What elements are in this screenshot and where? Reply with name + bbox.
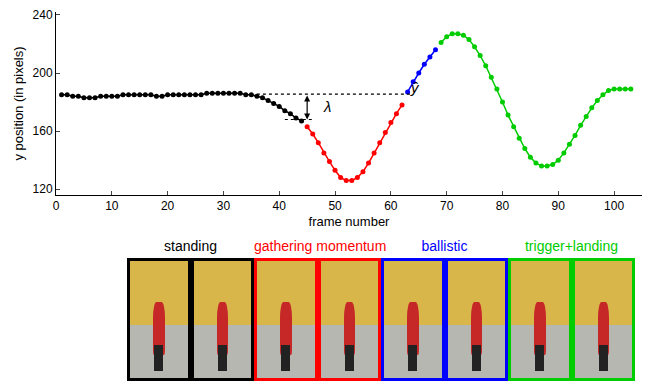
svg-text:frame number: frame number [309, 214, 391, 229]
svg-text:70: 70 [440, 199, 454, 213]
html-text:gathering momentum: gathering momentum [254, 238, 387, 254]
svg-text:200: 200 [33, 66, 53, 80]
svg-text:30: 30 [217, 199, 231, 213]
svg-text:160: 160 [33, 124, 53, 138]
svg-text:50: 50 [328, 199, 342, 213]
svg-text:y position (in pixels): y position (in pixels) [11, 46, 26, 160]
svg-text:240: 240 [33, 8, 53, 22]
svg-text:λ: λ [323, 98, 331, 115]
html-text:trigger+landing: trigger+landing [525, 238, 618, 254]
svg-text:0: 0 [53, 199, 60, 213]
html-text:ballistic: ballistic [421, 238, 468, 254]
svg-text:10: 10 [105, 199, 119, 213]
svg-text:60: 60 [384, 199, 398, 213]
svg-text:80: 80 [496, 199, 510, 213]
svg-text:20: 20 [161, 199, 175, 213]
svg-text:40: 40 [273, 199, 287, 213]
html-text:standing: standing [164, 238, 217, 254]
svg-text:120: 120 [33, 182, 53, 196]
svg-text:ŷ: ŷ [410, 79, 420, 96]
svg-text:100: 100 [604, 199, 624, 213]
svg-text:90: 90 [552, 199, 566, 213]
